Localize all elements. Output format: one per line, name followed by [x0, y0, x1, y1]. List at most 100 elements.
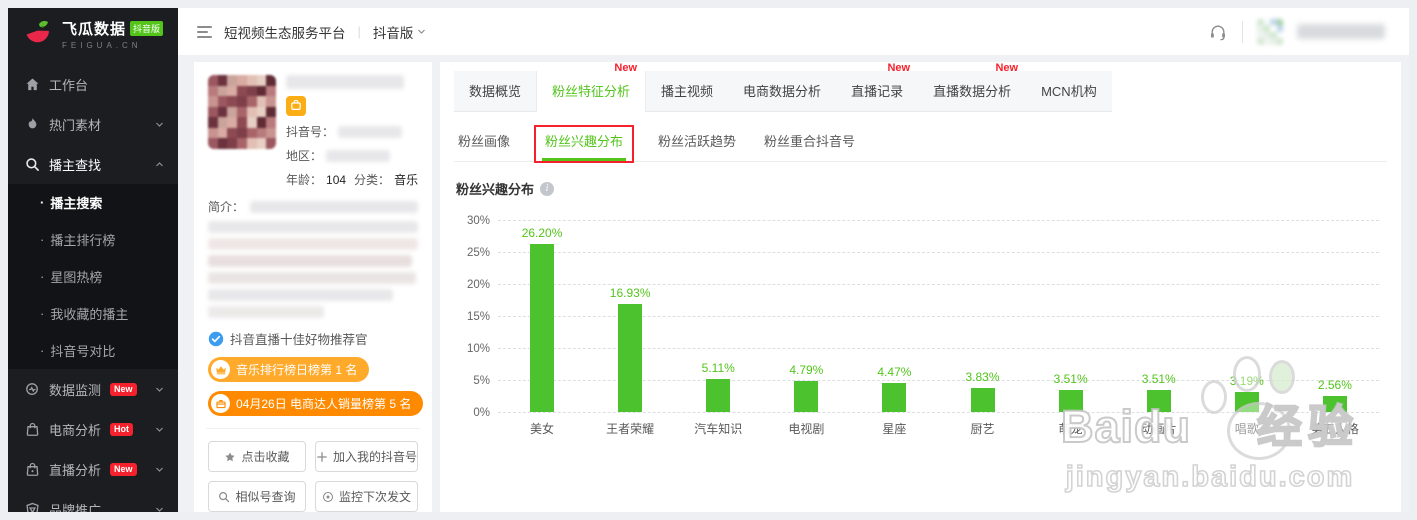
chevron-up-icon: [155, 160, 164, 169]
sidebar-item-品牌推广[interactable]: 品牌推广: [8, 489, 178, 512]
y-axis-tick: 25%: [466, 247, 490, 259]
chevron-down-icon: [155, 385, 164, 394]
blue-check-icon: [208, 331, 224, 346]
sidebar-subitem-播主搜索[interactable]: 播主搜索: [8, 184, 178, 221]
tab-播主视频[interactable]: 播主视频: [646, 71, 728, 111]
bar-value-label: 16.93%: [609, 285, 651, 300]
bar-group-第五人格[interactable]: 2.56% 第五人格: [1291, 220, 1379, 436]
sidebar-subitem-我收藏的播主[interactable]: 我收藏的播主: [8, 295, 178, 332]
x-axis-category-label: 美女: [530, 422, 555, 436]
info-icon[interactable]: i: [540, 181, 555, 196]
headset-icon[interactable]: [1208, 22, 1228, 42]
sidebar-item-直播分析[interactable]: 直播分析 New: [8, 449, 178, 489]
chart-title: 粉丝兴趣分布: [456, 182, 535, 197]
tab-label: 直播数据分析: [933, 84, 1012, 99]
tab-电商数据分析[interactable]: 电商数据分析: [728, 71, 836, 111]
x-axis-category-label: 动画片: [1140, 422, 1177, 436]
bar-group-动画片[interactable]: 3.51% 动画片: [1115, 220, 1203, 436]
bar-group-唱歌[interactable]: 3.19% 唱歌: [1203, 220, 1291, 436]
plus-icon: [316, 451, 328, 463]
bar-group-王者荣耀[interactable]: 16.93% 王者荣耀: [586, 220, 674, 436]
platform-title: 短视频生态服务平台: [224, 25, 346, 41]
x-axis-category-label: 汽车知识: [694, 422, 743, 436]
subtab-粉丝画像[interactable]: 粉丝画像: [458, 134, 511, 149]
bar: [530, 244, 555, 412]
bar-group-汽车知识[interactable]: 5.11% 汽车知识: [674, 220, 762, 436]
tab-粉丝特征分析[interactable]: 粉丝特征分析 New: [536, 62, 647, 112]
sidebar-item-数据监测[interactable]: 数据监测 New: [8, 369, 178, 409]
sidebar-item-label: 电商分析: [49, 422, 102, 438]
brand-name: 飞瓜数据: [62, 21, 127, 38]
bar-value-label: 26.20%: [521, 226, 563, 241]
tab-label: 粉丝特征分析: [552, 84, 631, 99]
collapse-menu-icon[interactable]: [197, 25, 212, 38]
profile-button-加入我的抖音号[interactable]: 加入我的抖音号: [315, 441, 419, 472]
bar-value-label: 5.11%: [701, 361, 735, 376]
gridline: 5%: [473, 375, 1379, 387]
sidebar-item-热门素材[interactable]: 热门素材: [8, 104, 178, 144]
chevron-down-icon: [155, 425, 164, 434]
brand-logo-block[interactable]: 飞瓜数据 抖音版 FEIGUA.CN: [8, 8, 178, 58]
divider: [206, 428, 420, 429]
content-area: 抖音号： 地区： 年龄： 104 分类： 音乐 简介：: [178, 55, 1409, 512]
bar: [1058, 389, 1083, 412]
new-tag: New: [995, 62, 1019, 74]
bar: [882, 383, 907, 412]
y-axis-tick: 5%: [473, 375, 490, 387]
bar-group-电视剧[interactable]: 4.79% 电视剧: [762, 220, 850, 436]
user-name-blurred[interactable]: [1297, 24, 1385, 39]
home-icon: [25, 77, 40, 92]
tab-MCN机构[interactable]: MCN机构: [1026, 71, 1112, 111]
profile-button-相似号查询[interactable]: 相似号查询: [208, 481, 306, 512]
profile-button-点击收藏[interactable]: 点击收藏: [208, 441, 306, 472]
medal-icon: [211, 394, 230, 413]
tab-label: 电商数据分析: [743, 84, 822, 99]
tab-直播数据分析[interactable]: 直播数据分析 New: [918, 62, 1026, 111]
bar-value-label: 3.51%: [1053, 371, 1088, 386]
x-axis-category-label: 星座: [882, 422, 907, 436]
sidebar-subitem-播主排行榜[interactable]: 播主排行榜: [8, 221, 178, 258]
sidebar: 飞瓜数据 抖音版 FEIGUA.CN 工作台热门素材播主查找播主搜索播主排行榜星…: [8, 8, 178, 512]
chevron-down-icon: [155, 465, 164, 474]
live-bag-icon: [25, 462, 40, 477]
profile-avatar-blurred: [208, 75, 276, 149]
sidebar-item-label: 直播分析: [49, 462, 102, 478]
profile-button-监控下次发文[interactable]: 监控下次发文: [315, 481, 419, 512]
user-avatar-blurred[interactable]: [1257, 18, 1283, 45]
sidebar-subitem-星图热榜[interactable]: 星图热榜: [8, 258, 178, 295]
sidebar-item-电商分析[interactable]: 电商分析 Hot: [8, 409, 178, 449]
subtab-粉丝重合抖音号[interactable]: 粉丝重合抖音号: [764, 134, 856, 149]
topbar-divider: [1242, 20, 1243, 43]
age-label: 年龄：: [286, 173, 323, 187]
star-icon: [224, 451, 236, 463]
bar-group-星座[interactable]: 4.47% 星座: [850, 220, 938, 436]
x-axis-category-label: 厨艺: [970, 422, 995, 436]
category-value: 音乐: [394, 173, 419, 187]
crown-icon: [211, 360, 230, 379]
region-label: 地区：: [286, 149, 323, 163]
tab-数据概览[interactable]: 数据概览: [454, 71, 536, 111]
bar-group-萌宠[interactable]: 3.51% 萌宠: [1027, 220, 1115, 436]
bar-group-美女[interactable]: 26.20% 美女: [498, 220, 586, 436]
age-value: 104: [326, 172, 347, 187]
intro-text-blurred: [250, 200, 418, 213]
verified-id-badge-icon: [286, 96, 306, 116]
y-axis-tick: 10%: [466, 343, 490, 355]
tab-直播记录[interactable]: 直播记录 New: [836, 62, 918, 111]
tabs-row: 数据概览 粉丝特征分析 New 播主视频 电商数据分析 直播记录 New 直播数据分析 New M…: [454, 62, 1387, 112]
sidebar-item-播主查找[interactable]: 播主查找: [8, 144, 178, 184]
sidebar-item-label: 工作台: [49, 77, 89, 93]
sidebar-item-label: 播主查找: [49, 157, 102, 173]
sidebar-item-工作台[interactable]: 工作台: [8, 64, 178, 104]
version-dropdown[interactable]: 抖音版: [373, 22, 427, 42]
chevron-down-icon: [418, 29, 426, 34]
subtab-粉丝兴趣分布[interactable]: 粉丝兴趣分布: [534, 125, 635, 163]
sidebar-subitem-抖音号对比[interactable]: 抖音号对比: [8, 332, 178, 369]
search-icon: [25, 157, 40, 172]
profile-name-blurred: [286, 75, 404, 89]
subtab-粉丝活跃趋势[interactable]: 粉丝活跃趋势: [658, 134, 737, 149]
verified-title-row: 抖音直播十佳好物推荐官: [208, 329, 418, 348]
fan-interest-bar-chart: 0% 5% 10% 15% 20% 25% 30% 26.20% 美女 16.93% 王者荣耀 5.1…: [454, 210, 1387, 442]
gridline: 30%: [467, 215, 1379, 227]
bar-group-厨艺[interactable]: 3.83% 厨艺: [938, 220, 1026, 437]
